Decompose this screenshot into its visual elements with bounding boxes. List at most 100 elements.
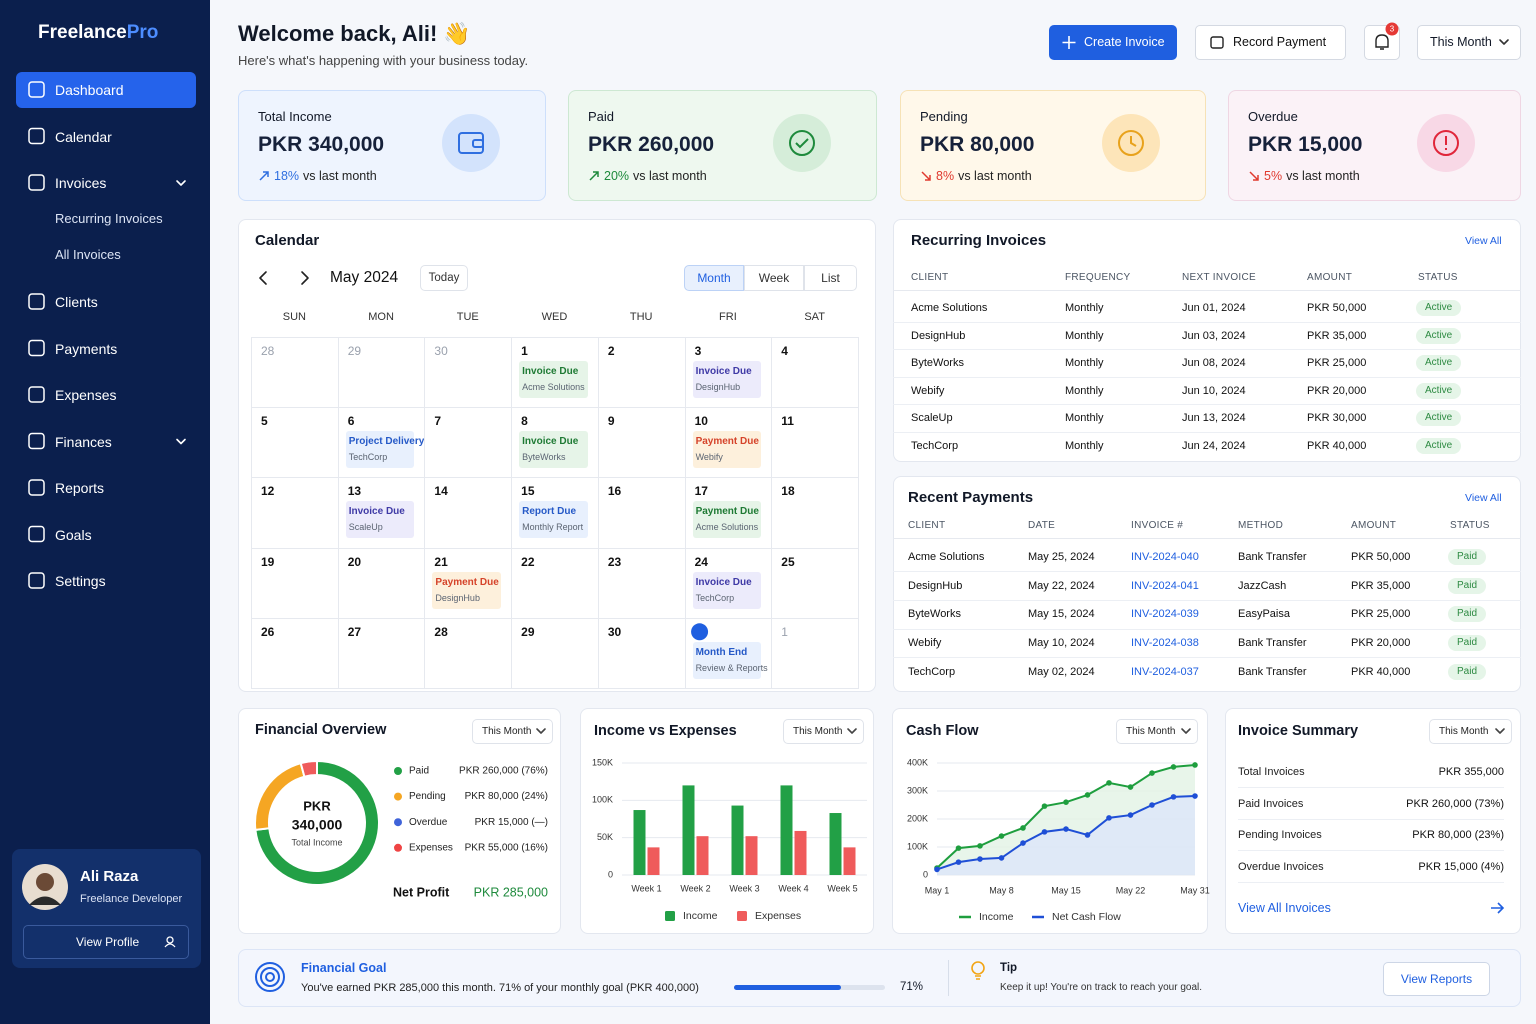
table-cell: May 02, 2024 xyxy=(1028,665,1095,678)
calendar-event[interactable] xyxy=(692,431,762,469)
table-cell: DesignHub xyxy=(908,579,963,592)
calendar-event[interactable] xyxy=(692,501,762,539)
column-header: CLIENT xyxy=(908,520,946,531)
stat-change: 20% vs last month xyxy=(604,168,707,184)
notifications-button[interactable] xyxy=(1364,25,1400,60)
period-dropdown[interactable]: This Month xyxy=(783,719,864,744)
calendar-event[interactable] xyxy=(692,361,762,398)
card-title: Recurring Invoices xyxy=(911,232,1047,249)
status-pill: Paid xyxy=(1448,606,1487,623)
summary-label: Paid Invoices xyxy=(1238,797,1304,810)
event-detail: Acme Solutions xyxy=(522,382,585,392)
card-title: Invoice Summary xyxy=(1238,723,1359,739)
table-cell: May 10, 2024 xyxy=(1028,637,1095,650)
stat-amount: PKR 260,000 xyxy=(588,133,715,156)
period-dropdown[interactable]: This Month xyxy=(472,719,553,744)
table-cell: INV-2024-038 xyxy=(1131,637,1199,650)
page-subtitle: Here's what's happening with your busine… xyxy=(238,53,529,68)
table-cell: ScaleUp xyxy=(911,412,953,424)
create-invoice-button[interactable]: Create Invoice xyxy=(1049,25,1177,60)
day-number: 26 xyxy=(261,624,275,639)
stat-change-value: 20% xyxy=(604,169,630,183)
table-cell: Jun 24, 2024 xyxy=(1182,439,1246,452)
nav-item[interactable]: Finances xyxy=(55,433,112,450)
nav-subitem[interactable]: Recurring Invoices xyxy=(55,211,163,226)
view-profile-button[interactable]: View Profile xyxy=(23,925,189,959)
nav-item[interactable]: Payments xyxy=(55,340,118,357)
table-cell: INV-2024-040 xyxy=(1131,551,1199,563)
event-title: Payment Due xyxy=(695,506,759,518)
column-header: NEXT INVOICE xyxy=(1182,272,1256,283)
column-header: AMOUNT xyxy=(1351,520,1397,531)
nav-item[interactable]: Settings xyxy=(55,573,106,589)
calendar-event[interactable] xyxy=(692,641,762,679)
table-cell: Monthly xyxy=(1065,302,1104,314)
table-card xyxy=(893,476,1521,692)
status-pill: Active xyxy=(1416,327,1462,344)
day-number: 31 xyxy=(692,624,707,639)
calendar-event[interactable] xyxy=(345,431,415,469)
event-detail: ScaleUp xyxy=(348,522,383,533)
nav-item[interactable]: Reports xyxy=(55,480,105,496)
card-title: Recent Payments xyxy=(908,489,1034,506)
table-cell: PKR 40,000 xyxy=(1351,665,1411,678)
view-toggle[interactable]: List xyxy=(804,265,857,291)
view-reports-button[interactable]: View Reports xyxy=(1383,962,1490,996)
event-detail: Webify xyxy=(695,452,723,463)
calendar-cell xyxy=(771,617,859,689)
calendar-event[interactable] xyxy=(519,431,588,469)
today-button[interactable]: Today xyxy=(420,265,468,291)
day-number: 7 xyxy=(434,414,442,429)
income-expenses-card xyxy=(580,708,874,934)
event-detail: TechCorp xyxy=(695,592,735,603)
summary-value: PKR 80,000 (23%) xyxy=(1412,829,1504,842)
record-payment-button[interactable]: Record Payment xyxy=(1195,25,1346,60)
table-cell: Jun 08, 2024 xyxy=(1182,357,1246,369)
nav-item[interactable]: Dashboard xyxy=(55,82,124,98)
nav-item[interactable]: Clients xyxy=(55,294,98,310)
period-dropdown[interactable]: This Month xyxy=(1116,719,1198,744)
table-cell: PKR 25,000 xyxy=(1351,608,1411,621)
column-header: INVOICE # xyxy=(1131,520,1184,531)
event-title: Month End xyxy=(695,646,748,658)
calendar-event[interactable] xyxy=(432,571,502,609)
day-number: 5 xyxy=(261,414,268,429)
nav-subitem[interactable]: All Invoices xyxy=(55,247,121,262)
calendar-event[interactable] xyxy=(692,571,762,609)
nav-item[interactable]: Calendar xyxy=(55,128,112,145)
view-toggle[interactable]: Week xyxy=(744,265,804,291)
table-cell: PKR 20,000 xyxy=(1307,384,1367,397)
nav-active-bg xyxy=(16,72,196,108)
row-rule xyxy=(893,657,1521,659)
day-number: 30 xyxy=(434,344,448,358)
calendar-event[interactable] xyxy=(519,501,588,539)
row-rule xyxy=(893,628,1521,630)
goal-title: Financial Goal xyxy=(301,961,387,975)
nav-item[interactable]: Expenses xyxy=(55,387,117,403)
day-number: 1 xyxy=(781,624,788,639)
nav-item[interactable]: Invoices xyxy=(55,175,107,191)
card-title: Financial Overview xyxy=(255,722,387,738)
event-detail: Monthly Report xyxy=(522,522,584,533)
period-select[interactable]: This Month xyxy=(1417,25,1521,60)
stat-change-text: vs last month xyxy=(303,169,377,183)
table-cell: Monthly xyxy=(1065,329,1104,342)
invoice-summary-card xyxy=(1225,708,1521,934)
table-cell: Jun 10, 2024 xyxy=(1182,384,1246,397)
stat-change: 18% vs last month xyxy=(274,168,377,184)
table-cell: Webify xyxy=(908,637,942,650)
day-number: 22 xyxy=(521,554,535,569)
view-toggle[interactable]: Month xyxy=(684,265,744,291)
view-all-link[interactable]: View All xyxy=(1465,492,1502,504)
calendar-event[interactable] xyxy=(519,361,588,398)
status-pill: Active xyxy=(1416,300,1462,316)
stat-amount: PKR 15,000 xyxy=(1248,133,1363,156)
view-all-link[interactable]: View All xyxy=(1465,235,1502,247)
event-title: Report Due xyxy=(522,506,577,518)
table-cell: PKR 20,000 xyxy=(1351,637,1411,650)
summary-rule xyxy=(1238,850,1504,852)
nav-item[interactable]: Goals xyxy=(55,526,92,543)
calendar-event[interactable] xyxy=(345,501,415,539)
period-dropdown[interactable]: This Month xyxy=(1429,719,1512,744)
view-all-invoices-link[interactable]: View All Invoices xyxy=(1238,901,1331,915)
